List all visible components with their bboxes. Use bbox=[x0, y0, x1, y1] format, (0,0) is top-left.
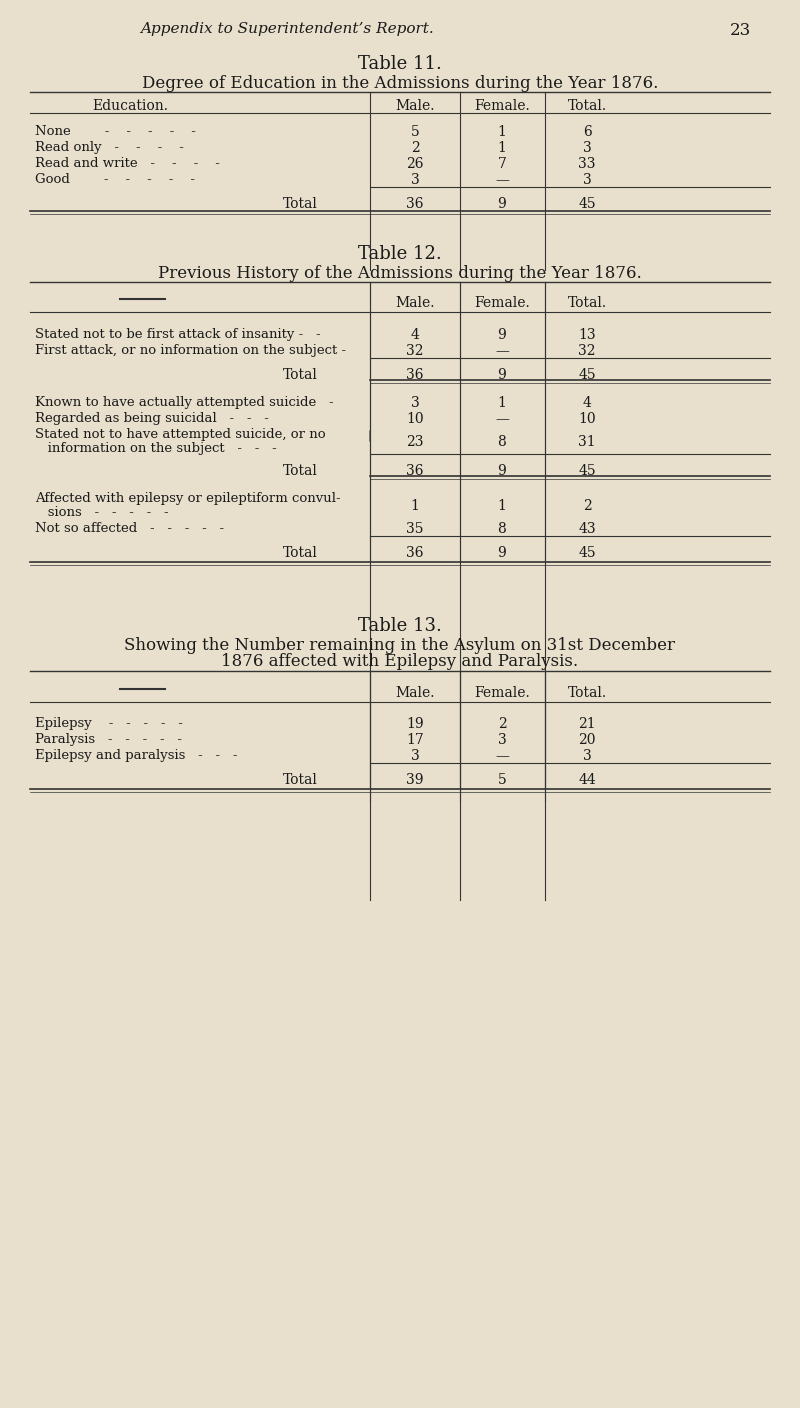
Text: 1: 1 bbox=[498, 141, 506, 155]
Text: 4: 4 bbox=[410, 328, 419, 342]
Text: —: — bbox=[495, 173, 509, 187]
Text: Male.: Male. bbox=[395, 686, 434, 700]
Text: 1: 1 bbox=[498, 498, 506, 513]
Text: Total.: Total. bbox=[567, 686, 606, 700]
Text: 33: 33 bbox=[578, 158, 596, 170]
Text: Degree of Education in the Admissions during the Year 1876.: Degree of Education in the Admissions du… bbox=[142, 75, 658, 92]
Text: Table 11.: Table 11. bbox=[358, 55, 442, 73]
Text: 45: 45 bbox=[578, 197, 596, 211]
Text: 3: 3 bbox=[582, 173, 591, 187]
Text: information on the subject   -   -   -: information on the subject - - - bbox=[35, 442, 277, 455]
Text: Table 13.: Table 13. bbox=[358, 617, 442, 635]
Text: Total.: Total. bbox=[567, 296, 606, 310]
Text: 45: 45 bbox=[578, 367, 596, 382]
Text: 23: 23 bbox=[406, 435, 424, 449]
Text: sions   -   -   -   -   -: sions - - - - - bbox=[35, 505, 169, 520]
Text: 13: 13 bbox=[578, 328, 596, 342]
Text: Total: Total bbox=[282, 773, 318, 787]
Text: Affected with epilepsy or epileptiform convul-: Affected with epilepsy or epileptiform c… bbox=[35, 491, 341, 505]
Text: 9: 9 bbox=[498, 465, 506, 477]
Text: 6: 6 bbox=[582, 125, 591, 139]
Text: —: — bbox=[495, 344, 509, 358]
Text: Read and write   -    -    -    -: Read and write - - - - bbox=[35, 158, 220, 170]
Text: 5: 5 bbox=[498, 773, 506, 787]
Text: 4: 4 bbox=[582, 396, 591, 410]
Text: Regarded as being suicidal   -   -   -: Regarded as being suicidal - - - bbox=[35, 413, 269, 425]
Text: 3: 3 bbox=[410, 173, 419, 187]
Text: Epilepsy and paralysis   -   -   -: Epilepsy and paralysis - - - bbox=[35, 749, 238, 762]
Text: 8: 8 bbox=[498, 522, 506, 536]
Text: Table 12.: Table 12. bbox=[358, 245, 442, 263]
Text: Good        -    -    -    -    -: Good - - - - - bbox=[35, 173, 195, 186]
Text: First attack, or no information on the subject -: First attack, or no information on the s… bbox=[35, 344, 346, 358]
Text: 1: 1 bbox=[498, 396, 506, 410]
Text: 32: 32 bbox=[406, 344, 424, 358]
Text: 8: 8 bbox=[498, 435, 506, 449]
Text: 32: 32 bbox=[578, 344, 596, 358]
Text: Total: Total bbox=[282, 197, 318, 211]
Text: 2: 2 bbox=[582, 498, 591, 513]
Text: Male.: Male. bbox=[395, 296, 434, 310]
Text: Epilepsy    -   -   -   -   -: Epilepsy - - - - - bbox=[35, 717, 183, 729]
Text: 26: 26 bbox=[406, 158, 424, 170]
Text: Female.: Female. bbox=[474, 296, 530, 310]
Text: Total: Total bbox=[282, 465, 318, 477]
Text: 10: 10 bbox=[406, 413, 424, 427]
Text: 31: 31 bbox=[578, 435, 596, 449]
Text: Male.: Male. bbox=[395, 99, 434, 113]
Text: Appendix to Superintendent’s Report.: Appendix to Superintendent’s Report. bbox=[140, 23, 434, 37]
Text: 3: 3 bbox=[582, 141, 591, 155]
Text: 1876 affected with Epilepsy and Paralysis.: 1876 affected with Epilepsy and Paralysi… bbox=[222, 653, 578, 670]
Text: 1: 1 bbox=[498, 125, 506, 139]
Text: 10: 10 bbox=[578, 413, 596, 427]
Text: 39: 39 bbox=[406, 773, 424, 787]
Text: 17: 17 bbox=[406, 734, 424, 748]
Text: —: — bbox=[495, 413, 509, 427]
Text: Read only   -    -    -    -: Read only - - - - bbox=[35, 141, 184, 153]
Text: 45: 45 bbox=[578, 546, 596, 560]
Text: Total: Total bbox=[282, 367, 318, 382]
Text: 3: 3 bbox=[582, 749, 591, 763]
Text: 36: 36 bbox=[406, 197, 424, 211]
Text: Education.: Education. bbox=[92, 99, 168, 113]
Text: 43: 43 bbox=[578, 522, 596, 536]
Text: 9: 9 bbox=[498, 328, 506, 342]
Text: 9: 9 bbox=[498, 546, 506, 560]
Text: Previous History of the Admissions during the Year 1876.: Previous History of the Admissions durin… bbox=[158, 265, 642, 282]
Text: 3: 3 bbox=[410, 749, 419, 763]
Text: 1: 1 bbox=[410, 498, 419, 513]
Text: 44: 44 bbox=[578, 773, 596, 787]
Text: 5: 5 bbox=[410, 125, 419, 139]
Text: Showing the Number remaining in the Asylum on 31st December: Showing the Number remaining in the Asyl… bbox=[125, 636, 675, 653]
Text: Female.: Female. bbox=[474, 686, 530, 700]
Text: 2: 2 bbox=[410, 141, 419, 155]
Text: 36: 36 bbox=[406, 465, 424, 477]
Text: Known to have actually attempted suicide   -: Known to have actually attempted suicide… bbox=[35, 396, 334, 408]
Text: 23: 23 bbox=[730, 23, 751, 39]
Text: 9: 9 bbox=[498, 197, 506, 211]
Text: 2: 2 bbox=[498, 717, 506, 731]
Text: 36: 36 bbox=[406, 367, 424, 382]
Text: Total: Total bbox=[282, 546, 318, 560]
Text: 3: 3 bbox=[498, 734, 506, 748]
Text: 7: 7 bbox=[498, 158, 506, 170]
Text: 20: 20 bbox=[578, 734, 596, 748]
Text: 9: 9 bbox=[498, 367, 506, 382]
Text: Paralysis   -   -   -   -   -: Paralysis - - - - - bbox=[35, 734, 182, 746]
Text: Stated not to be first attack of insanity -   -: Stated not to be first attack of insanit… bbox=[35, 328, 321, 341]
Text: Female.: Female. bbox=[474, 99, 530, 113]
Text: 36: 36 bbox=[406, 546, 424, 560]
Text: Stated not to have attempted suicide, or no: Stated not to have attempted suicide, or… bbox=[35, 428, 326, 441]
Text: 3: 3 bbox=[410, 396, 419, 410]
Text: 21: 21 bbox=[578, 717, 596, 731]
Text: None        -    -    -    -    -: None - - - - - bbox=[35, 125, 196, 138]
Text: Total.: Total. bbox=[567, 99, 606, 113]
Text: 35: 35 bbox=[406, 522, 424, 536]
Text: 19: 19 bbox=[406, 717, 424, 731]
Text: 45: 45 bbox=[578, 465, 596, 477]
Text: —: — bbox=[495, 749, 509, 763]
Text: Not so affected   -   -   -   -   -: Not so affected - - - - - bbox=[35, 522, 224, 535]
